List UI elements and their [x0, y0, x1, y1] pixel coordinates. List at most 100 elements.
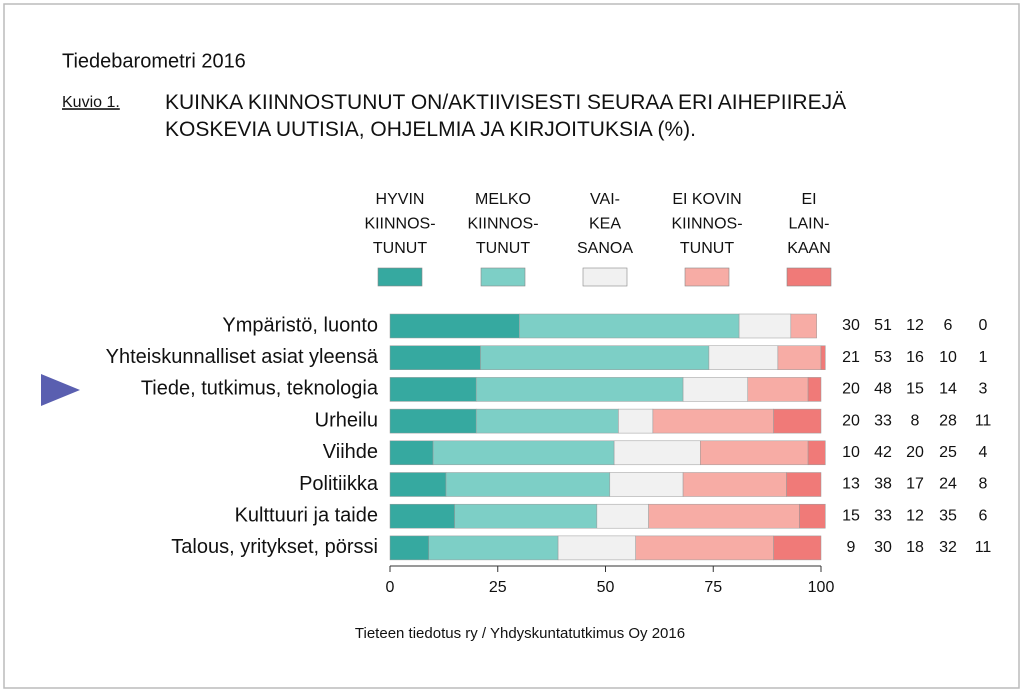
value-label: 20: [906, 444, 924, 461]
x-tick-label: 75: [704, 579, 722, 596]
bar-segment: [454, 503, 598, 529]
bar-segment: [389, 440, 434, 466]
value-label: 12: [906, 317, 924, 334]
value-label: 51: [874, 317, 892, 334]
legend-label: EI LAIN-KAAN: [787, 191, 831, 257]
bar-segment: [807, 440, 826, 466]
bar-segment: [475, 408, 619, 434]
x-tick-label: 25: [489, 579, 507, 596]
category-label: Yhteiskunnalliset asiat yleensä: [106, 346, 379, 368]
value-label: 8: [979, 476, 988, 493]
legend-swatch: [480, 267, 526, 287]
bar-segment: [635, 535, 774, 561]
bar-segment: [747, 377, 809, 402]
value-label: 8: [911, 412, 920, 429]
value-label: 16: [906, 349, 924, 366]
category-label: Kulttuuri ja taide: [235, 504, 378, 526]
value-label: 15: [842, 507, 860, 524]
category-label: Ympäristö, luonto: [222, 314, 378, 336]
bar-segment: [700, 440, 809, 466]
bar-segment: [389, 472, 447, 497]
legend-label: EI KOVIN KIINNOS-TUNUT: [671, 191, 742, 257]
bar-segment: [773, 408, 822, 434]
source: Tieteen tiedotus ry / Yhdyskuntatutkimus…: [355, 625, 685, 642]
legend-swatch: [582, 267, 628, 287]
value-label: 30: [842, 317, 860, 334]
bar-segment: [445, 472, 611, 497]
bar-segment: [557, 535, 636, 561]
category-label: Tiede, tutkimus, teknologia: [141, 378, 379, 400]
bar-segment: [389, 503, 455, 529]
value-label: 10: [842, 444, 860, 461]
bar-segment: [389, 535, 430, 561]
value-label: 25: [939, 444, 957, 461]
value-label: 11: [975, 539, 992, 556]
category-label: Politiikka: [299, 473, 379, 495]
category-label: Viihde: [323, 441, 378, 463]
bar-segment: [596, 503, 649, 529]
value-label: 14: [939, 381, 957, 398]
bar-segment: [432, 440, 615, 466]
highlight-arrow: [41, 374, 80, 406]
bar-segment: [786, 472, 822, 497]
x-tick-label: 0: [386, 579, 395, 596]
bar-segment: [773, 535, 822, 561]
bar-segment: [708, 345, 779, 370]
value-label: 9: [847, 539, 856, 556]
value-label: 30: [874, 539, 892, 556]
value-label: 1: [979, 349, 988, 366]
value-label: 35: [939, 507, 957, 524]
value-label: 4: [979, 444, 988, 461]
value-label: 6: [944, 317, 953, 334]
bar-segment: [682, 377, 748, 402]
value-label: 38: [874, 476, 892, 493]
category-label: Talous, yritykset, pörssi: [171, 536, 378, 558]
bar-segment: [790, 313, 817, 339]
value-label: 6: [979, 507, 988, 524]
legend-swatch: [684, 267, 730, 287]
value-label: 53: [874, 349, 892, 366]
value-label: 17: [906, 476, 924, 493]
legend-swatch: [786, 267, 832, 287]
value-label: 28: [939, 412, 957, 429]
bar-segment: [389, 345, 481, 370]
x-tick-label: 100: [808, 579, 835, 596]
bar-segment: [609, 472, 684, 497]
bar-segment: [480, 345, 710, 370]
value-label: 10: [939, 349, 957, 366]
bar-segment: [618, 408, 654, 434]
value-label: 20: [842, 412, 860, 429]
legend-label: HYVIN KIINNOS-TUNUT: [364, 191, 435, 257]
value-label: 21: [842, 349, 860, 366]
value-label: 12: [906, 507, 924, 524]
bar-segment: [519, 313, 740, 339]
bar-segment: [682, 472, 787, 497]
category-label: Urheilu: [315, 409, 378, 431]
value-label: 48: [874, 381, 892, 398]
bar-segment: [475, 377, 684, 402]
value-label: 18: [906, 539, 924, 556]
legend-label: MELKO KIINNOS-TUNUT: [467, 191, 538, 257]
bar-segment: [648, 503, 800, 529]
chart-subtitle: KUINKA KIINNOSTUNUT ON/AKTIIVISESTI SEUR…: [165, 91, 846, 141]
bar-segment: [738, 313, 792, 339]
value-label: 33: [874, 412, 892, 429]
bar-segment: [777, 345, 822, 370]
bar-segment: [428, 535, 559, 561]
value-label: 42: [874, 444, 892, 461]
value-label: 0: [979, 317, 988, 334]
chart-title: Tiedebarometri 2016: [62, 50, 246, 72]
bar-segment: [389, 408, 477, 434]
x-tick-label: 50: [597, 579, 615, 596]
value-label: 33: [874, 507, 892, 524]
bar-segment: [799, 503, 826, 529]
value-label: 13: [842, 476, 860, 493]
value-label: 20: [842, 381, 860, 398]
bar-segment: [652, 408, 774, 434]
legend-label: VAI-KEA SANOA: [577, 191, 633, 257]
bar-segment: [389, 377, 477, 402]
bar-segment: [820, 345, 826, 370]
figure-label: Kuvio 1.: [62, 94, 120, 111]
